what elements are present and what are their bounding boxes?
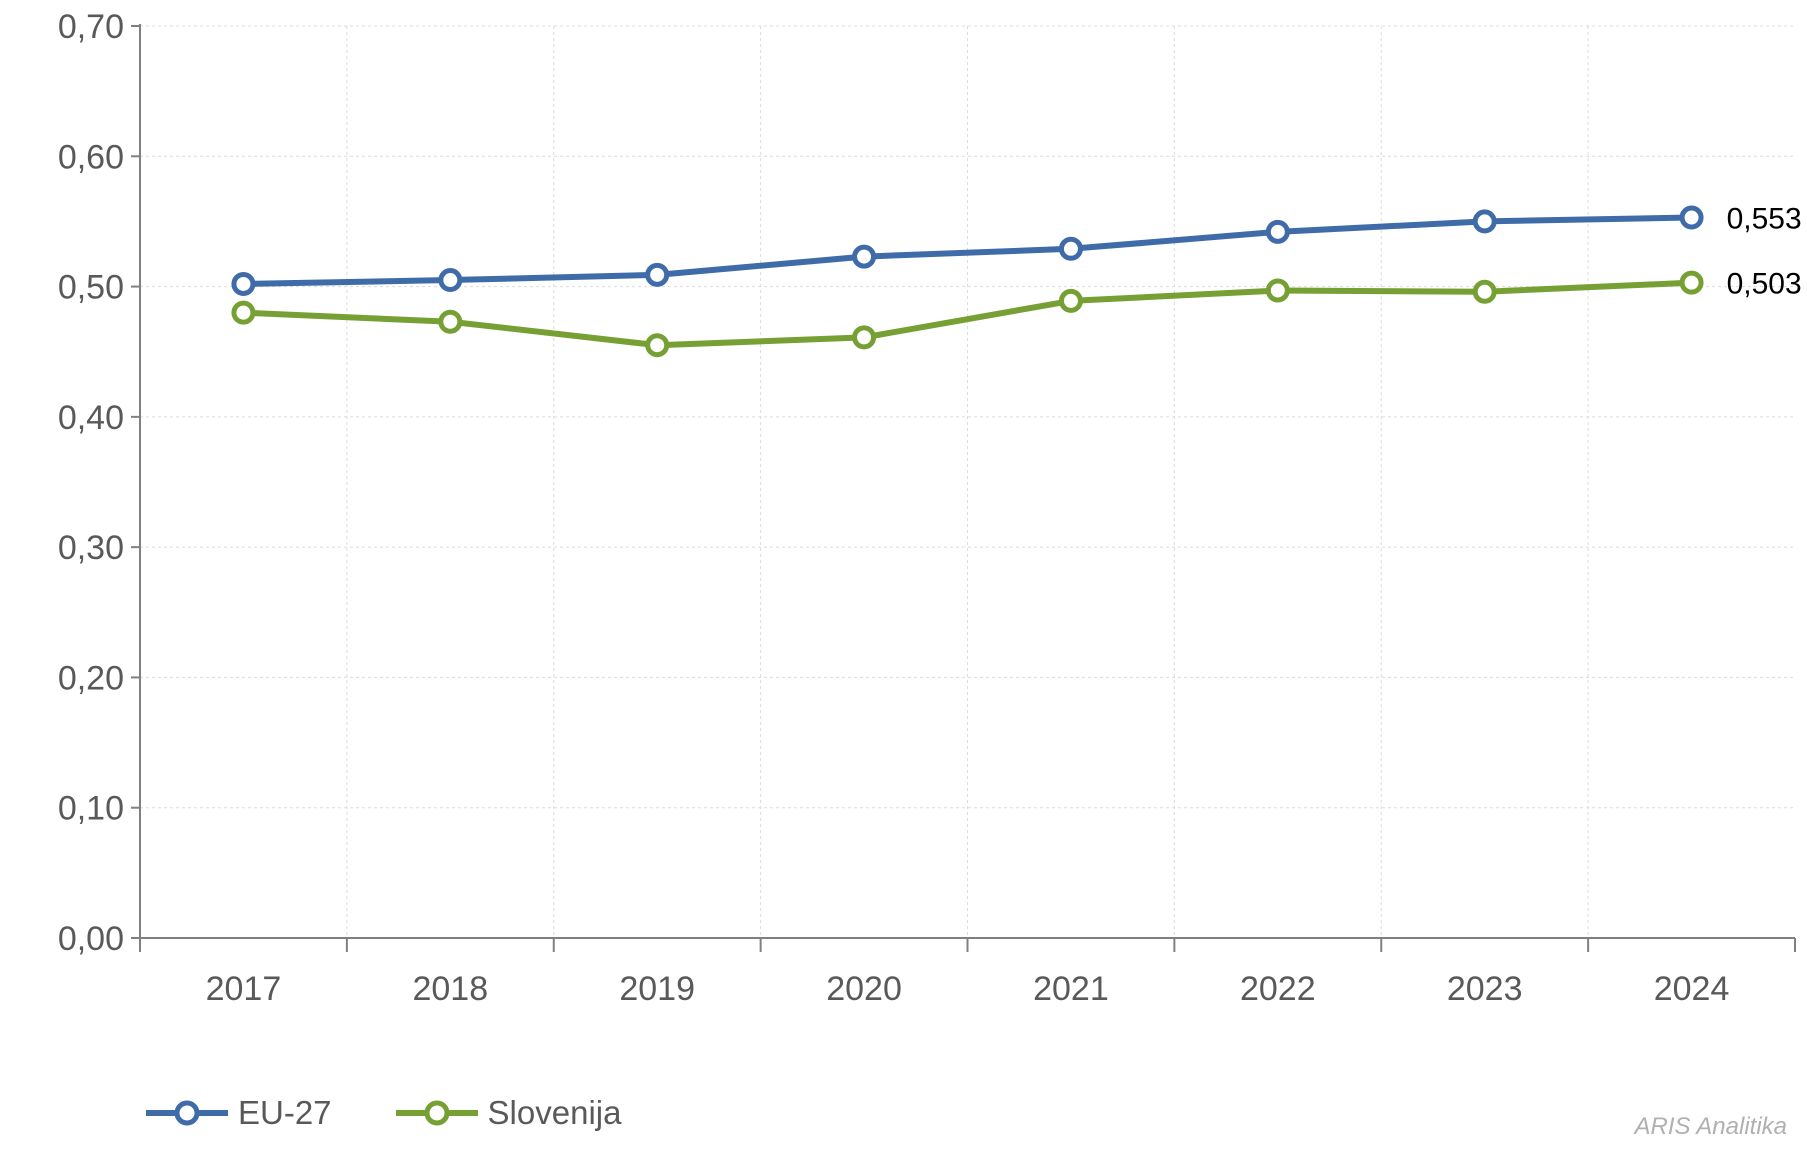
legend: EU-27 Slovenija <box>144 1093 621 1133</box>
legend-marker-slovenija <box>395 1100 478 1126</box>
data-point <box>645 333 670 358</box>
series-line-eu27 <box>243 214 1692 287</box>
legend-item-eu27[interactable]: EU-27 <box>144 1094 332 1132</box>
y-tick-label: 0,40 <box>58 399 124 437</box>
data-point <box>231 271 256 296</box>
data-point <box>1472 209 1497 234</box>
y-tick-label: 0,50 <box>58 269 124 307</box>
series-line-slovenija <box>243 279 1692 349</box>
x-tick-label: 2019 <box>619 970 695 1008</box>
legend-marker-eu27 <box>146 1100 228 1126</box>
y-tick-label: 0,60 <box>58 138 124 176</box>
legend-label-slovenija: Slovenija <box>487 1094 622 1131</box>
data-point <box>438 268 463 293</box>
x-tick-label: 2023 <box>1447 970 1523 1008</box>
data-point <box>852 244 877 269</box>
y-tick-label: 0,00 <box>58 920 124 958</box>
x-tick-label: 2018 <box>412 970 488 1008</box>
data-point <box>852 325 877 350</box>
y-tick-label: 0,10 <box>58 790 124 828</box>
data-label: 0,553 <box>1727 203 1802 236</box>
y-tick-label: 0,20 <box>58 659 124 697</box>
labels: 0,00 0,10 0,20 0,30 0,40 0,50 0,60 0,70 2017 2018… <box>58 8 1802 1008</box>
data-point <box>1265 278 1290 303</box>
data-point <box>231 300 256 325</box>
y-tick-label: 0,70 <box>58 8 124 46</box>
data-point <box>1679 205 1704 230</box>
data-point <box>438 309 463 334</box>
data-point <box>1679 270 1704 295</box>
data-point <box>645 262 670 287</box>
data-point <box>1058 236 1083 261</box>
y-tick-label: 0,30 <box>58 529 124 567</box>
series <box>231 205 1704 358</box>
data-point <box>1058 288 1083 313</box>
x-tick-label: 2024 <box>1654 970 1730 1008</box>
grid <box>140 25 1795 938</box>
x-tick-label: 2021 <box>1033 970 1109 1008</box>
data-point <box>1472 279 1497 304</box>
data-point <box>1265 219 1290 244</box>
x-tick-label: 2022 <box>1240 970 1316 1008</box>
watermark: ARIS Analitika <box>1634 1113 1787 1140</box>
legend-label-eu27: EU-27 <box>238 1094 332 1131</box>
legend-item-slovenija[interactable]: Slovenija <box>394 1094 622 1132</box>
axes <box>131 24 1796 952</box>
data-label: 0,503 <box>1727 268 1802 301</box>
x-tick-label: 2020 <box>826 970 902 1008</box>
x-tick-label: 2017 <box>206 970 282 1008</box>
